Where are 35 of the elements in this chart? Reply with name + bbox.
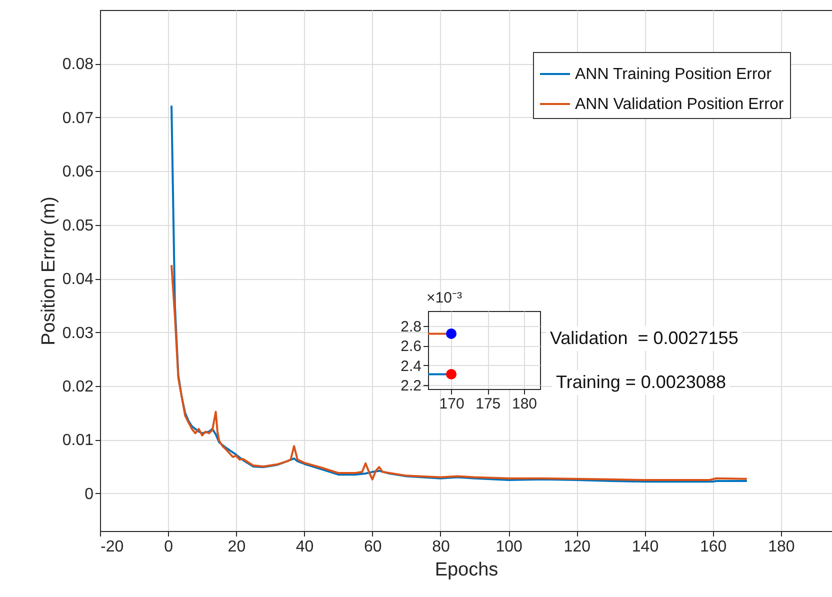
y-tick-label: 0.05 bbox=[62, 217, 94, 234]
y-axis-title: ×10⁻³ bbox=[426, 290, 462, 306]
x-tick-label: 170 bbox=[439, 396, 464, 412]
x-tick-label: 60 bbox=[364, 538, 382, 556]
y-axis-title: Position Error (m) bbox=[38, 196, 60, 346]
y-tick-label: 0.02 bbox=[62, 378, 94, 396]
x-tick-label: 100 bbox=[496, 538, 523, 556]
x-tick-label: 40 bbox=[296, 538, 314, 556]
x-tick-label: 120 bbox=[564, 538, 591, 556]
y-tick-label: 0.06 bbox=[62, 164, 94, 181]
annotation: Training = 0.0023088 bbox=[552, 370, 730, 395]
y-tick-label: 2.4 bbox=[400, 358, 422, 375]
x-tick-label: 80 bbox=[432, 538, 450, 556]
y-tick-label: 0.01 bbox=[62, 432, 94, 450]
line-series bbox=[170, 264, 748, 481]
y-tick-label: 0 bbox=[84, 486, 94, 503]
legend-label: ANN Training Position Error bbox=[575, 66, 772, 83]
x-tick-label: 140 bbox=[632, 538, 659, 556]
legend-label: ANN Validation Position Error bbox=[575, 96, 784, 113]
y-tick-label: 0.03 bbox=[62, 324, 94, 342]
x-tick-label: 175 bbox=[476, 396, 501, 412]
y-tick-label: 0.04 bbox=[62, 271, 94, 288]
y-tick-label: 2.6 bbox=[400, 338, 422, 356]
annotation: Validation = 0.0027155 bbox=[546, 326, 742, 351]
x-tick-label: 20 bbox=[228, 538, 246, 556]
x-axis-title: Epochs bbox=[434, 560, 498, 580]
x-tick-label: 0 bbox=[164, 538, 174, 556]
y-tick-label: 0.07 bbox=[62, 110, 94, 127]
x-tick-label: 180 bbox=[768, 538, 795, 556]
y-tick-label: 2.2 bbox=[400, 378, 422, 395]
y-tick-label: 2.8 bbox=[400, 318, 422, 336]
x-tick-label: 180 bbox=[512, 396, 538, 412]
x-tick-label: 160 bbox=[700, 538, 727, 556]
y-tick-label: 0.08 bbox=[62, 56, 94, 74]
x-tick-label: -20 bbox=[100, 538, 124, 556]
